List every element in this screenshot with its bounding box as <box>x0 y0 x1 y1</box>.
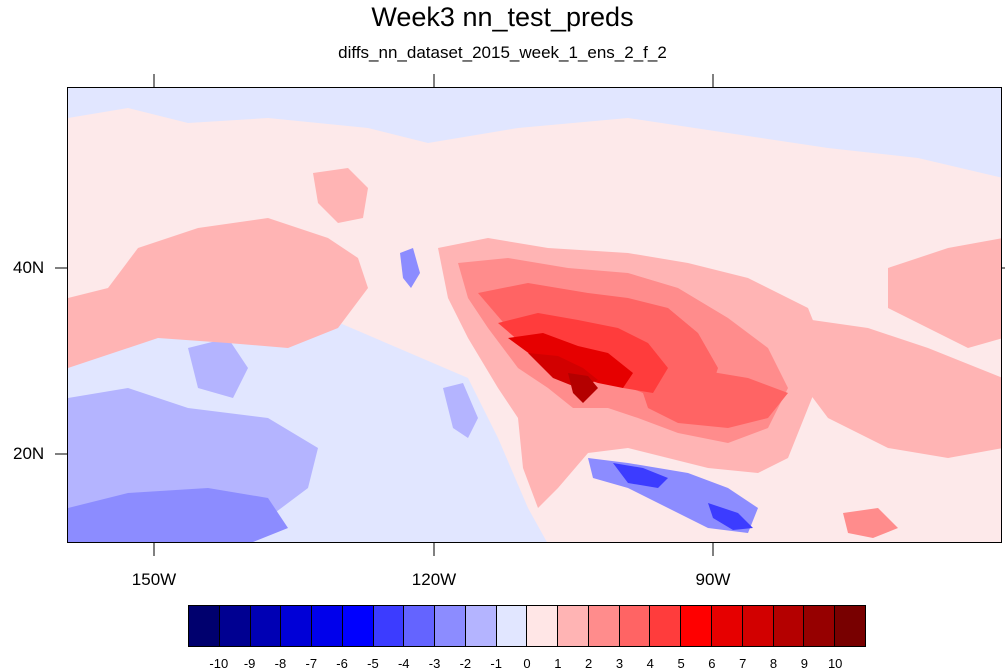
colorbar-box <box>435 606 466 646</box>
contour-region-pos1-east-pacific <box>313 168 368 223</box>
colorbar-label: 3 <box>615 656 624 671</box>
contour-region-pos8-core <box>568 373 598 403</box>
contour-region-pos1-gulf-caribbean <box>798 318 1001 458</box>
lat-label-20n: 20N <box>13 444 45 463</box>
contour-region-neg1-north <box>68 88 1001 178</box>
colorbar-box <box>219 606 251 646</box>
lon-label-150w: 150W <box>131 570 177 589</box>
map-title: Week3 nn_test_preds <box>371 2 634 32</box>
contour-map <box>68 88 1001 542</box>
contour-region-pos2-southeast <box>843 508 898 538</box>
contour-region-neg6-panama <box>708 503 753 530</box>
colorbar-label: -10 <box>209 656 229 671</box>
contour-region-neg2-baja <box>443 383 478 438</box>
colorbar-box <box>189 606 220 646</box>
contour-region-pos6-core <box>508 333 633 388</box>
colorbar-box <box>835 606 865 646</box>
colorbar-box <box>527 606 559 646</box>
colorbar-label: 2 <box>585 656 593 671</box>
colorbar-label: -4 <box>397 656 410 671</box>
colorbar-label: -3 <box>428 656 441 671</box>
colorbar-label: 9 <box>800 656 808 671</box>
map-plot-area <box>67 87 1002 543</box>
colorbar-label: 4 <box>646 656 654 671</box>
colorbar-label: -7 <box>305 656 318 671</box>
contour-region-pos1-atlantic <box>888 238 1001 348</box>
colorbar <box>188 605 866 647</box>
colorbar-box <box>619 606 651 646</box>
contour-region-neg3-california <box>400 248 420 288</box>
colorbar-label: -5 <box>367 656 379 671</box>
colorbar-box <box>373 606 405 646</box>
lon-label-90w: 90W <box>695 570 731 589</box>
colorbar-box <box>465 606 497 646</box>
colorbar-label: 1 <box>554 656 562 671</box>
colorbar-box <box>773 606 805 646</box>
colorbar-box <box>496 606 528 646</box>
colorbar-label: 6 <box>708 656 716 671</box>
lon-label-120w: 120W <box>411 570 457 589</box>
contour-region-neg6-central-america <box>613 463 668 488</box>
contour-region-neg3-southwest <box>68 488 288 542</box>
colorbar-box <box>342 606 374 646</box>
colorbar-box <box>681 606 713 646</box>
colorbar-label: 0 <box>523 656 531 671</box>
colorbar-box <box>650 606 682 646</box>
contour-region-pos4-gulf <box>638 368 788 428</box>
colorbar-label: -2 <box>459 656 472 671</box>
lat-label-40n: 40N <box>13 258 45 277</box>
contour-region-neg2-pacific <box>188 338 248 398</box>
colorbar-box <box>250 606 282 646</box>
colorbar-box <box>712 606 743 646</box>
colorbar-label: -1 <box>490 656 502 671</box>
colorbar-label: 7 <box>739 656 747 671</box>
colorbar-label: -8 <box>274 656 287 671</box>
colorbar-box <box>558 606 589 646</box>
colorbar-label: 5 <box>677 656 685 671</box>
colorbar-label: 8 <box>769 656 778 671</box>
colorbar-label: 10 <box>827 656 843 671</box>
colorbar-box <box>588 606 620 646</box>
colorbar-box <box>742 606 774 646</box>
colorbar-label: -9 <box>243 656 256 671</box>
contour-region-pos1-pacific <box>68 218 368 368</box>
map-subtitle: diffs_nn_dataset_2015_week_1_ens_2_f_2 <box>338 43 667 62</box>
colorbar-box <box>281 606 313 646</box>
colorbar-box <box>804 606 836 646</box>
colorbar-label: -6 <box>336 656 348 671</box>
colorbar-box <box>404 606 436 646</box>
colorbar-box <box>312 606 343 646</box>
